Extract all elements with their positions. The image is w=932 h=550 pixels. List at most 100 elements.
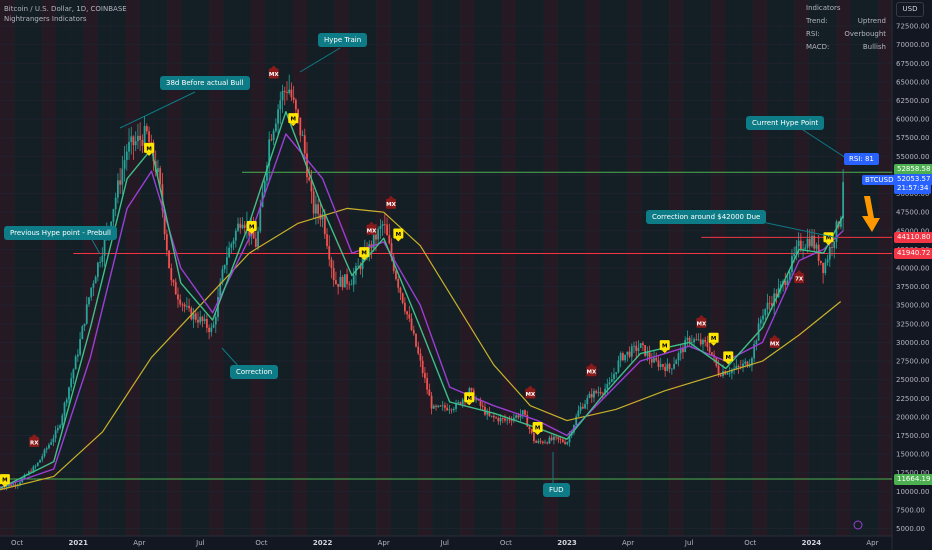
candle-body bbox=[352, 275, 355, 285]
signal-label: M bbox=[662, 344, 667, 350]
price-tag-52858: 52858.58 bbox=[894, 164, 932, 175]
candle-body bbox=[45, 448, 48, 450]
candle-body bbox=[744, 361, 747, 364]
candle-body bbox=[343, 274, 346, 288]
candle-body bbox=[771, 303, 773, 306]
candle-body bbox=[375, 234, 377, 240]
candle-body bbox=[281, 90, 284, 101]
candle-body bbox=[784, 281, 787, 286]
candle-body bbox=[528, 426, 531, 430]
candle-body bbox=[550, 437, 553, 440]
indicators-panel: Indicators Trend: Uptrend RSI: Overbough… bbox=[806, 4, 886, 51]
candle-body bbox=[677, 353, 680, 361]
candle-body bbox=[183, 304, 186, 307]
candle-body bbox=[548, 437, 551, 444]
x-tick-label: Apr bbox=[133, 539, 145, 547]
candle-body bbox=[241, 224, 244, 229]
candle-body bbox=[481, 405, 484, 407]
y-tick-label: 62500.00 bbox=[896, 97, 929, 105]
candle-body bbox=[839, 218, 842, 227]
annotation-correction: Correction bbox=[230, 365, 279, 379]
candle-body bbox=[303, 135, 306, 154]
candle-body bbox=[90, 287, 93, 298]
y-tick-label: 45000.00 bbox=[896, 227, 929, 235]
candle-body bbox=[263, 180, 266, 193]
candle-body bbox=[399, 287, 402, 294]
candle-body bbox=[537, 440, 540, 443]
candle-body bbox=[41, 456, 44, 460]
candle-body bbox=[426, 378, 429, 390]
candle-body bbox=[590, 393, 593, 398]
candle-body bbox=[76, 354, 79, 357]
candle-body bbox=[593, 390, 595, 398]
candle-body bbox=[670, 368, 673, 370]
candle-body bbox=[486, 411, 489, 415]
candle-body bbox=[726, 373, 729, 375]
candle-body bbox=[819, 260, 822, 263]
candle-body bbox=[110, 221, 113, 227]
trend-value: Uptrend bbox=[857, 17, 886, 25]
currency-button[interactable]: USD bbox=[896, 2, 924, 17]
indicator-row-macd: MACD: Bullish bbox=[806, 43, 886, 51]
candle-body bbox=[755, 340, 758, 345]
candle-body bbox=[188, 305, 190, 309]
signal-pointer bbox=[146, 152, 153, 156]
candle-body bbox=[143, 126, 146, 146]
candle-body bbox=[684, 340, 687, 353]
candle-body bbox=[597, 392, 600, 393]
signal-marker bbox=[464, 392, 475, 403]
candle-body bbox=[546, 442, 549, 444]
candle-body bbox=[350, 284, 353, 286]
candle-body bbox=[688, 337, 691, 343]
candle-body bbox=[326, 234, 328, 247]
candle-body bbox=[717, 365, 720, 375]
symbol-title: Bitcoin / U.S. Dollar, 1D, COINBASE bbox=[4, 5, 127, 13]
candle-body bbox=[286, 91, 288, 94]
candle-body bbox=[564, 442, 566, 444]
signal-label: MX bbox=[770, 341, 780, 347]
candle-body bbox=[212, 324, 215, 328]
y-tick-label: 22500.00 bbox=[896, 395, 929, 403]
candle-body bbox=[544, 442, 546, 444]
signal-pointer bbox=[361, 257, 368, 261]
indicator-row-rsi: RSI: Overbought bbox=[806, 30, 886, 38]
candle-body bbox=[588, 393, 591, 398]
candle-body bbox=[439, 405, 442, 407]
candle-body bbox=[208, 327, 211, 333]
candle-body bbox=[210, 327, 213, 333]
indicators-title: Indicators bbox=[806, 4, 841, 12]
rsi-value: Overbought bbox=[844, 30, 886, 38]
signal-marker bbox=[29, 436, 40, 447]
candle-body bbox=[226, 257, 228, 265]
candle-body bbox=[185, 305, 188, 307]
candle-body bbox=[733, 368, 736, 370]
candle-body bbox=[221, 269, 224, 283]
signal-marker bbox=[586, 366, 597, 377]
candle-body bbox=[306, 153, 308, 178]
candle-body bbox=[577, 410, 580, 417]
candle-body bbox=[815, 244, 818, 249]
candle-body bbox=[637, 347, 640, 351]
candle-body bbox=[766, 302, 769, 310]
candle-body bbox=[157, 168, 159, 173]
candle-body bbox=[541, 441, 544, 443]
candle-body bbox=[737, 365, 740, 367]
annotation-previous-hype: Previous Hype point - Prebull bbox=[4, 226, 117, 240]
annotation-hype-train: Hype Train bbox=[318, 33, 368, 47]
candle-body bbox=[330, 259, 333, 268]
candle-body bbox=[172, 280, 175, 283]
candle-body bbox=[432, 405, 435, 409]
candle-body bbox=[659, 364, 662, 367]
signal-label: MX bbox=[525, 392, 535, 398]
signal-label: M bbox=[711, 336, 716, 342]
candle-body bbox=[421, 360, 424, 374]
candle-body bbox=[223, 264, 226, 270]
candle-body bbox=[506, 419, 509, 421]
candle-body bbox=[693, 339, 695, 343]
signal-label: M bbox=[2, 478, 7, 484]
signal-label: M bbox=[726, 355, 731, 361]
annotation-fud: FUD bbox=[543, 483, 570, 497]
candle-body bbox=[568, 435, 571, 443]
candle-body bbox=[10, 485, 13, 487]
